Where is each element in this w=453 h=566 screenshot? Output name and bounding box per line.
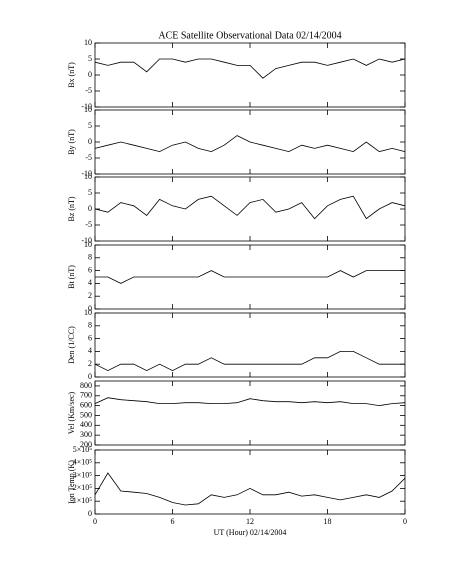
y-tick-label: -5 — [85, 153, 92, 162]
y-axis-label: Ion Temp (K) — [67, 460, 76, 504]
data-line — [94, 195, 406, 220]
y-tick-label: 5×10⁵ — [73, 445, 93, 454]
y-tick-label: 200 — [80, 440, 92, 449]
y-tick-label: 10 — [84, 308, 92, 317]
y-tick-label: 1×10⁵ — [73, 496, 93, 505]
plot-frame — [94, 312, 406, 378]
y-tick-label: -5 — [85, 220, 92, 229]
y-tick-label: 6 — [88, 265, 92, 274]
plot-frame — [94, 176, 406, 242]
y-axis-label: Bt (nT) — [67, 265, 76, 289]
y-tick-label: 3×10⁵ — [73, 470, 93, 479]
y-tick-label: 10 — [84, 105, 92, 114]
y-tick-label: 10 — [84, 172, 92, 181]
y-axis-label: Den (1/CC) — [67, 326, 76, 364]
y-tick-label: 6 — [88, 333, 92, 342]
y-tick-label: 700 — [80, 391, 92, 400]
data-line — [94, 58, 406, 79]
data-line — [94, 472, 406, 506]
data-line — [95, 270, 405, 284]
chart-title: ACE Satellite Observational Data 02/14/2… — [158, 30, 341, 41]
y-tick-label: 5 — [88, 121, 92, 130]
y-axis-label: Bx (nT) — [67, 62, 76, 88]
y-tick-label: 10 — [84, 38, 92, 47]
y-axis-label: By (nT) — [67, 129, 76, 155]
y-axis-label: Bz (nT) — [67, 196, 76, 221]
y-tick-label: -5 — [85, 86, 92, 95]
y-tick-label: 800 — [80, 381, 92, 390]
y-axis-label: Vel (Km/sec) — [67, 391, 76, 434]
y-tick-label: -10 — [81, 169, 92, 178]
y-tick-label: 0 — [88, 304, 92, 313]
y-tick-label: 0 — [88, 204, 92, 213]
plot-frame — [94, 449, 406, 515]
x-tick-label: 0 — [93, 517, 97, 526]
y-tick-label: 0 — [88, 70, 92, 79]
y-tick-label: 400 — [80, 420, 92, 429]
y-tick-label: 0 — [88, 509, 92, 518]
x-tick-label: 6 — [171, 517, 175, 526]
y-tick-label: 500 — [80, 410, 92, 419]
x-tick-label: 12 — [246, 517, 254, 526]
y-tick-label: 2 — [88, 359, 92, 368]
x-tick-label: 18 — [324, 517, 332, 526]
y-tick-label: -10 — [81, 236, 92, 245]
data-line — [94, 397, 406, 407]
plot-frame — [94, 380, 406, 446]
y-tick-label: 4 — [88, 278, 92, 287]
y-tick-label: 4 — [88, 346, 92, 355]
y-tick-label: 5 — [88, 188, 92, 197]
x-axis-label: UT (Hour) 02/14/2004 — [214, 528, 287, 537]
plot-frame — [94, 42, 406, 108]
data-line — [94, 351, 405, 372]
y-tick-label: 0 — [88, 372, 92, 381]
y-tick-label: 5 — [88, 54, 92, 63]
y-tick-label: 10 — [84, 240, 92, 249]
x-tick-label: 0 — [403, 517, 407, 526]
y-tick-label: 2×10⁵ — [73, 483, 93, 492]
y-tick-label: 8 — [88, 321, 92, 330]
y-tick-label: 2 — [88, 291, 92, 300]
data-line — [94, 135, 406, 153]
y-tick-label: 600 — [80, 400, 92, 409]
y-tick-label: 8 — [88, 253, 92, 262]
y-tick-label: 300 — [80, 430, 92, 439]
y-tick-label: 4×10⁵ — [73, 458, 93, 467]
y-tick-label: 0 — [88, 137, 92, 146]
y-tick-label: -10 — [81, 102, 92, 111]
